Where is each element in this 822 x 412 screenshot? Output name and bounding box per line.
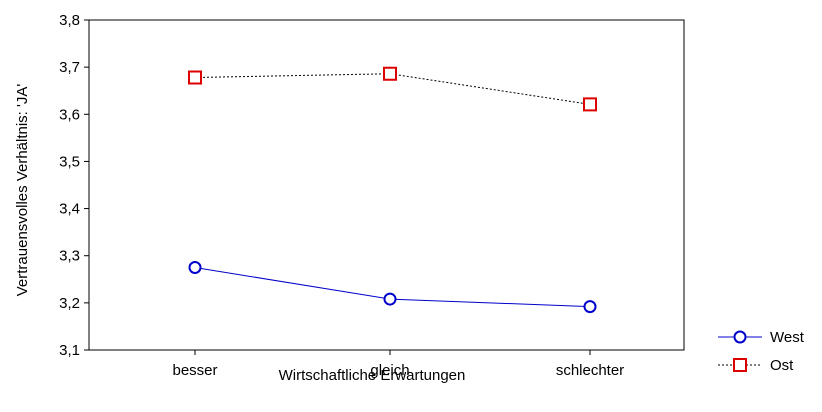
data-point-west bbox=[583, 300, 597, 314]
y-tick-label: 3,2 bbox=[59, 295, 80, 312]
y-tick-label: 3,8 bbox=[59, 12, 80, 29]
data-point-ost bbox=[188, 70, 202, 85]
plot-frame bbox=[88, 19, 685, 351]
y-tick-label: 3,4 bbox=[59, 201, 80, 218]
data-point-ost bbox=[583, 97, 597, 112]
x-axis-title: Wirtschaftliche Erwartungen bbox=[279, 367, 466, 384]
x-axis: besser gleich schlechter bbox=[172, 350, 624, 379]
data-point-west bbox=[383, 292, 397, 306]
series-layer bbox=[188, 66, 597, 314]
x-tick-label: besser bbox=[172, 362, 217, 379]
legend-label-ost: Ost bbox=[770, 357, 794, 374]
y-tick-label: 3,3 bbox=[59, 248, 80, 265]
series-line-ost bbox=[194, 73, 591, 105]
data-point-ost bbox=[383, 66, 397, 81]
data-point-west bbox=[188, 261, 202, 274]
y-tick-label: 3,7 bbox=[59, 59, 80, 76]
x-tick-label: gleich bbox=[370, 362, 409, 379]
legend-label-west: West bbox=[770, 329, 805, 346]
y-tick-label: 3,6 bbox=[59, 106, 80, 123]
legend: West Ost bbox=[718, 329, 805, 374]
y-axis-title: Vertrauensvolles Verhältnis: 'JA' bbox=[14, 84, 31, 297]
x-tick-label: schlechter bbox=[556, 362, 624, 379]
y-tick-label: 3,1 bbox=[59, 342, 80, 359]
y-axis: 3,1 3,2 3,3 3,4 3,5 3,6 3,7 3,8 bbox=[59, 12, 89, 359]
y-tick-label: 3,5 bbox=[59, 153, 80, 170]
legend-marker-west bbox=[733, 330, 747, 344]
legend-marker-ost bbox=[733, 358, 747, 372]
